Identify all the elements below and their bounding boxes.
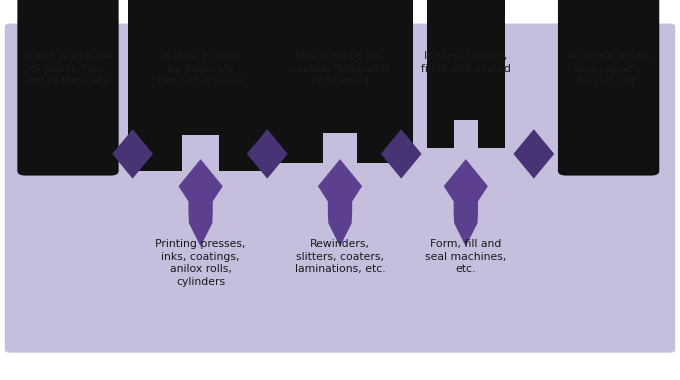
- Polygon shape: [112, 129, 153, 179]
- Polygon shape: [444, 159, 488, 247]
- FancyBboxPatch shape: [558, 0, 660, 176]
- Polygon shape: [513, 129, 554, 179]
- Text: Form, fill and
seal machines,
etc.: Form, fill and seal machines, etc.: [425, 239, 507, 274]
- FancyBboxPatch shape: [5, 24, 675, 353]
- Text: To create a bag,
sack, pouch,
sachet, etc.: To create a bag, sack, pouch, sachet, et…: [565, 51, 652, 86]
- FancyBboxPatch shape: [18, 0, 118, 176]
- Polygon shape: [178, 159, 223, 247]
- Text: May then be slit,
coated, laminated
or seamed: May then be slit, coated, laminated or s…: [290, 51, 390, 86]
- Text: Is then formed,
filled and sealed: Is then formed, filled and sealed: [421, 51, 511, 74]
- Polygon shape: [427, 0, 505, 148]
- Polygon shape: [318, 159, 362, 247]
- Text: Rewinders,
slitters, coaters,
laminations, etc.: Rewinders, slitters, coaters, lamination…: [294, 239, 386, 274]
- Text: Starts with a roll
of paper, film,
foil or laminate: Starts with a roll of paper, film, foil …: [23, 51, 113, 86]
- Text: Is then printed
by flexo, UV
flexo or gravure: Is then printed by flexo, UV flexo or gr…: [157, 51, 244, 86]
- Polygon shape: [247, 129, 288, 179]
- Text: Printing presses,
inks, coatings,
anilox rolls,
cylinders: Printing presses, inks, coatings, anilox…: [155, 239, 246, 287]
- Polygon shape: [381, 129, 422, 179]
- Polygon shape: [267, 0, 413, 163]
- Polygon shape: [128, 0, 273, 171]
